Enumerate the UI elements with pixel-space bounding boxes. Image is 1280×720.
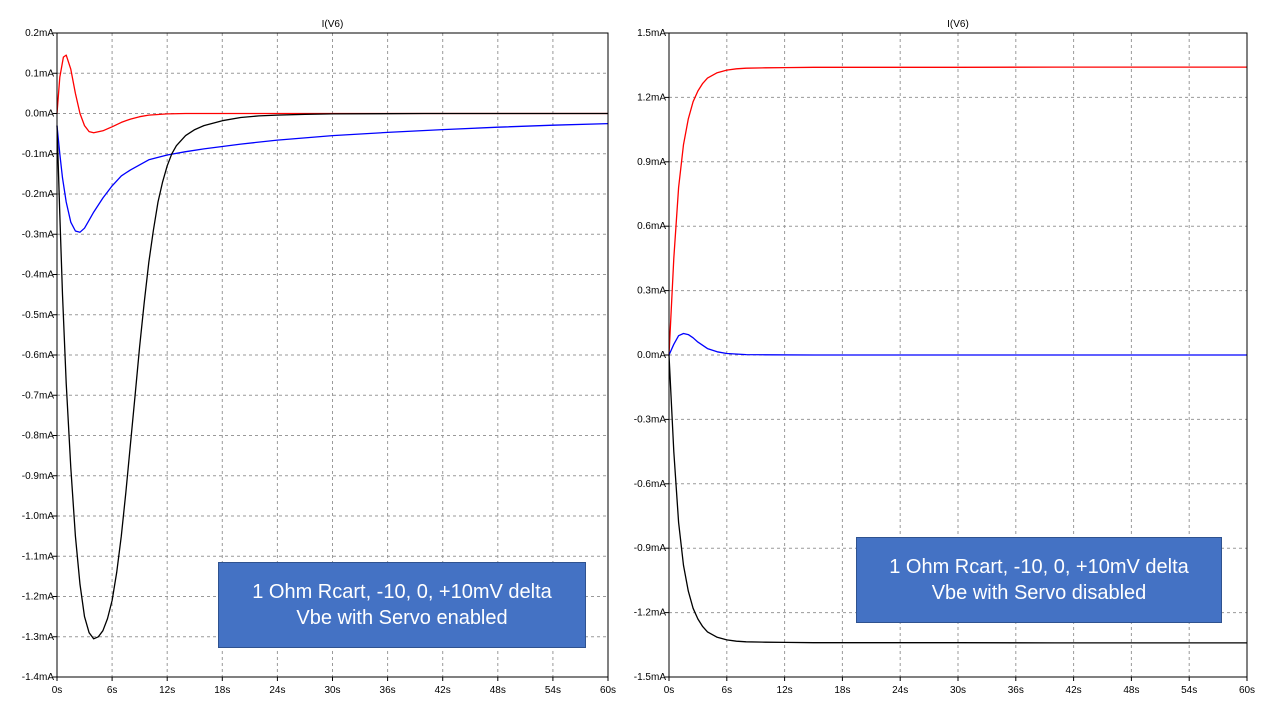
y-tick-label: -1.2mA — [634, 608, 667, 619]
x-tick-label: 24s — [892, 685, 908, 696]
y-tick-label: 1.5mA — [637, 28, 666, 39]
chart-title: I(V6) — [322, 19, 344, 30]
plot-frame — [668, 32, 1248, 678]
series-line-1 — [668, 66, 1247, 356]
y-tick-label: -0.4mA — [22, 270, 55, 281]
x-tick-label: 18s — [214, 685, 230, 696]
y-tick-label: -0.8mA — [22, 431, 55, 442]
y-tick-label: -1.1mA — [22, 551, 55, 562]
x-tick-label: 6s — [107, 685, 118, 696]
x-tick-label: 60s — [600, 685, 616, 696]
x-tick-label: 30s — [324, 685, 340, 696]
x-tick-label: 36s — [1008, 685, 1024, 696]
series-line-2 — [56, 122, 609, 233]
series-line-1 — [56, 54, 608, 134]
annotation-line-2: Vbe with Servo disabled — [931, 582, 1147, 604]
y-tick-label: -0.9mA — [634, 543, 667, 554]
series-line-2 — [668, 332, 1247, 356]
series-line-3 — [668, 354, 1247, 644]
y-tick-label: -0.6mA — [22, 350, 55, 361]
y-tick-label: -0.3mA — [22, 229, 55, 240]
x-tick-label: 60s — [1239, 685, 1255, 696]
y-tick-label: -1.3mA — [22, 632, 55, 643]
annotation-line-2: Vbe with Servo enabled — [296, 607, 508, 629]
y-tick-label: -0.3mA — [634, 414, 667, 425]
chart-title: I(V6) — [947, 19, 969, 30]
y-tick-label: 0.1mA — [25, 68, 54, 79]
y-tick-label: -0.2mA — [22, 189, 55, 200]
annotation-box-servo-enabled: 1 Ohm Rcart, -10, 0, +10mV delta Vbe wit… — [218, 562, 586, 648]
y-tick-label: 0.9mA — [637, 157, 666, 168]
y-tick-label: -0.9mA — [22, 471, 55, 482]
x-tick-label: 12s — [777, 685, 793, 696]
y-tick-label: -0.5mA — [22, 310, 55, 321]
y-tick-label: 0.0mA — [637, 350, 666, 361]
x-tick-label: 54s — [1181, 685, 1197, 696]
y-tick-label: -0.1mA — [22, 149, 55, 160]
x-tick-label: 12s — [159, 685, 175, 696]
annotation-line-1: 1 Ohm Rcart, -10, 0, +10mV delta — [889, 556, 1189, 578]
y-tick-label: 0.2mA — [25, 28, 54, 39]
y-tick-label: -0.6mA — [634, 479, 667, 490]
plot-frame — [56, 32, 609, 678]
x-tick-label: 18s — [834, 685, 850, 696]
x-tick-label: 42s — [435, 685, 451, 696]
y-tick-label: -1.5mA — [634, 672, 667, 683]
y-tick-label: 0.3mA — [637, 286, 666, 297]
y-tick-label: 0.0mA — [25, 109, 54, 120]
x-tick-label: 54s — [545, 685, 561, 696]
x-tick-label: 48s — [1123, 685, 1139, 696]
y-tick-label: -1.4mA — [22, 672, 55, 683]
x-tick-label: 24s — [269, 685, 285, 696]
annotation-line-1: 1 Ohm Rcart, -10, 0, +10mV delta — [252, 581, 552, 603]
y-tick-label: -1.2mA — [22, 592, 55, 603]
x-tick-label: 0s — [52, 685, 63, 696]
x-tick-label: 30s — [950, 685, 966, 696]
y-tick-label: -0.7mA — [22, 390, 55, 401]
annotation-box-servo-disabled: 1 Ohm Rcart, -10, 0, +10mV delta Vbe wit… — [856, 537, 1222, 623]
x-tick-label: 0s — [664, 685, 675, 696]
x-tick-label: 48s — [490, 685, 506, 696]
series-line-3 — [56, 112, 608, 640]
x-tick-label: 42s — [1066, 685, 1082, 696]
y-tick-label: 0.6mA — [637, 221, 666, 232]
y-tick-label: -1.0mA — [22, 511, 55, 522]
y-tick-label: 1.2mA — [637, 92, 666, 103]
x-tick-label: 36s — [380, 685, 396, 696]
x-tick-label: 6s — [722, 685, 733, 696]
